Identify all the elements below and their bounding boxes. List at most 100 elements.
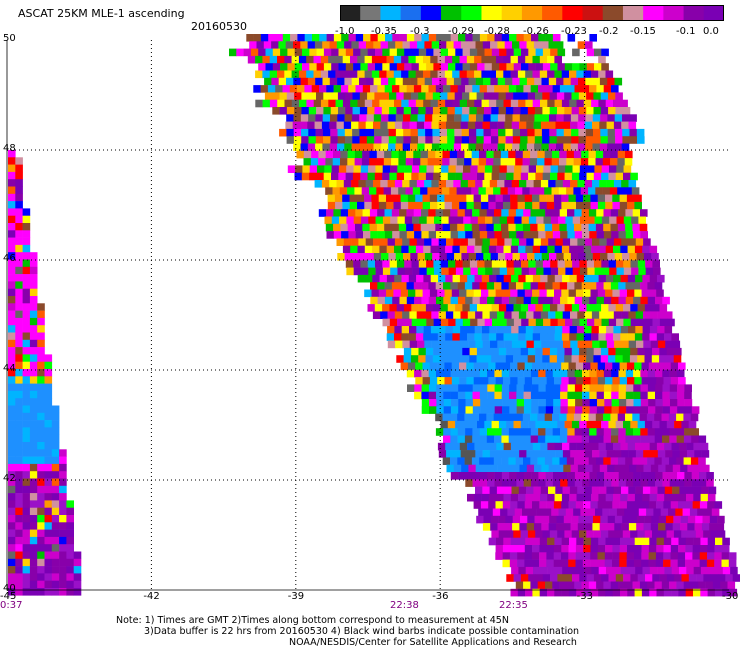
swath-cell [694,450,702,458]
swath-cell [429,399,437,407]
swath-cell [528,267,537,276]
swath-cell [593,515,601,524]
swath-cell [402,180,410,188]
swath-cell [518,486,527,495]
swath-cell [636,464,644,473]
swath-cell [574,479,583,487]
swath-cell [479,150,487,159]
swath-cell [520,136,528,144]
swath-cell [491,172,500,181]
swath-cell [693,566,702,575]
swath-cell [29,325,38,333]
swath-cell [15,201,23,209]
swath-cell [627,245,636,254]
swath-cell [415,55,424,64]
swath-cell [519,340,527,349]
swath-cell [373,143,382,152]
swath-cell [567,472,576,480]
swath-cell [655,384,663,392]
swath-cell [453,180,461,188]
swath-cell [670,377,679,385]
swath-cell [596,296,605,305]
swath-cell [403,253,411,261]
swath-cell [395,128,404,137]
swath-cell [423,70,431,79]
swath-cell [446,450,454,458]
swath-cell [574,85,583,93]
swath-cell [581,581,590,590]
swath-cell [549,136,557,144]
swath-cell [576,588,584,597]
swath-cell [710,574,719,582]
swath-cell [462,92,470,100]
swath-cell [498,107,507,115]
swath-cell [8,179,16,187]
swath-cell [555,180,564,188]
swath-cell [524,377,533,385]
swath-cell [662,391,670,400]
swath-cell [605,501,613,509]
swath-cell [455,318,464,327]
swath-cell [683,435,692,444]
swath-cell [671,493,679,502]
swath-cell [384,209,393,217]
swath-cell [444,70,453,79]
swath-cell [446,180,454,188]
swath-cell [510,545,518,553]
swath-cell [466,289,474,298]
swath-cell [728,559,737,568]
swath-cell [664,442,672,451]
swath-cell [561,552,569,560]
swath-cell [354,150,363,159]
swath-cell [406,282,415,290]
swath-cell [543,267,552,276]
swath-cell [489,274,497,283]
swath-cell [617,158,625,166]
swath-cell [15,164,23,173]
swath-cell [503,537,511,546]
swath-cell [567,369,575,378]
swath-cell [631,216,639,225]
swath-cell [537,223,546,232]
swath-cell [408,274,417,283]
swath-cell [22,259,31,268]
swath-cell [620,566,629,575]
swath-cell [428,34,437,42]
swath-cell [545,369,554,378]
swath-cell [291,55,300,64]
colorbar-tick-label: -0.29 [448,26,474,37]
swath-cell [454,114,462,122]
swath-cell [543,165,551,173]
swath-cell [293,128,302,137]
swath-cell [480,501,489,509]
swath-cell [15,551,23,560]
swath-cell [29,463,38,472]
swath-cell [429,406,437,414]
swath-cell [286,136,295,144]
swath-cell [552,231,561,239]
swath-cell [591,274,599,283]
swath-cell [422,362,431,371]
swath-cell [557,48,566,57]
swath-cell [581,209,590,217]
swath-cell [532,362,540,371]
swath-cell [315,143,323,152]
swath-cell [8,434,16,443]
swath-cell [529,187,538,195]
swath-cell [678,442,687,451]
swath-cell [668,413,677,422]
swath-cell [22,522,31,530]
swath-cell [450,391,459,400]
swath-cell [548,523,557,531]
swath-cell [627,566,636,575]
swath-cell [522,158,531,166]
swath-cell [343,180,352,188]
swath-cell [691,472,700,480]
swath-cell [418,136,426,144]
swath-cell [523,435,531,444]
swath-cell [404,216,413,225]
swath-cell [491,136,499,144]
swath-cell [287,63,295,71]
swath-cell [417,253,426,261]
latitude-label: 48 [3,143,16,154]
